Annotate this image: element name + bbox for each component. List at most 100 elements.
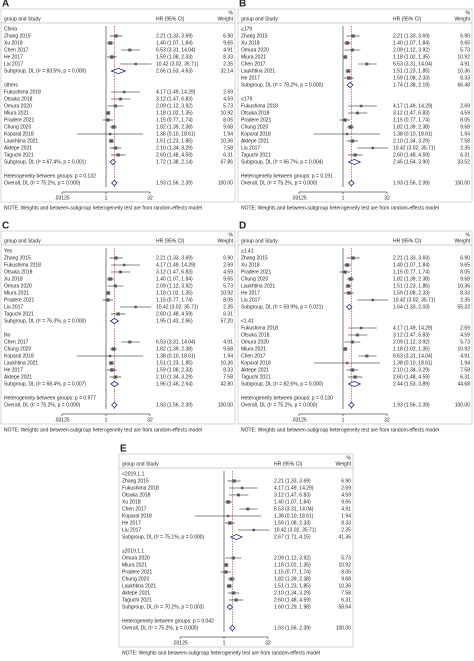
hr-label: 10.42 (3.02, 35.71) — [274, 527, 317, 533]
subgroup-diamond — [346, 303, 353, 311]
study-label: Otsuka 2018 — [122, 492, 151, 498]
x-tick-label: 1 — [223, 640, 226, 646]
hr-label: 2.60 (1.48, 4.59) — [393, 152, 430, 158]
study-label: Koparal 2018 — [122, 513, 152, 519]
study-label: Miura 2021 — [4, 110, 29, 116]
weight-label: 9.65 — [341, 499, 351, 505]
study-label: Miura 2021 — [4, 290, 29, 296]
hr-label: 2.10 (1.34, 3.29) — [393, 138, 430, 144]
study-label: Koparal 2018 — [241, 131, 271, 137]
hr-label: 2.60 (1.48, 4.59) — [156, 311, 193, 317]
study-label: Xu 2018 — [241, 40, 260, 46]
study-label: Otsuka 2018 — [4, 96, 33, 102]
point-estimate — [114, 105, 116, 107]
study-label: He 2017 — [241, 75, 260, 81]
study-label: Miura 2021 — [241, 54, 266, 60]
weight-label: 2.69 — [460, 103, 470, 109]
hr-label: 4.17 (1.49, 14.29) — [393, 103, 433, 109]
study-label: Taguchi 2021 — [122, 597, 152, 603]
point-estimate — [348, 292, 350, 294]
hr-label: 4.17 (1.49, 14.29) — [156, 89, 196, 95]
hr-label: 2.09 (1.12, 3.92) — [156, 283, 193, 289]
weight-header: Weight — [218, 16, 234, 22]
hr-label: 2.21 (1.33, 3.69) — [393, 33, 430, 39]
heterogeneity-label: Heterogeneity between groups: p = 0.042 — [122, 618, 214, 624]
hr-label: 6.53 (3.31, 14.04) — [393, 353, 433, 359]
study-header: group and Study — [241, 16, 278, 22]
point-estimate — [372, 147, 374, 149]
weight-label: 4.59 — [223, 96, 233, 102]
x-tick-label: 32 — [147, 195, 153, 201]
weight-label: 100.00 — [218, 180, 234, 186]
weight-label: 10.92 — [457, 346, 470, 352]
point-estimate — [109, 42, 111, 44]
point-estimate — [109, 355, 111, 357]
weight-label: 8.33 — [223, 54, 233, 60]
weight-label: 9.65 — [460, 40, 470, 46]
weight-label: 41.36 — [338, 534, 351, 540]
point-estimate — [117, 313, 119, 315]
weight-label: 4.59 — [341, 492, 351, 498]
weight-label: 4.59 — [460, 332, 470, 338]
weight-label: 1.94 — [223, 353, 233, 359]
weight-label: 8.05 — [460, 117, 470, 123]
study-header: group and Study — [4, 238, 41, 244]
study-label: Omura 2020 — [4, 103, 32, 109]
study-label: Omura 2020 — [122, 555, 150, 561]
weight-label: 55.32 — [457, 304, 470, 310]
study-label: Aktepe 2021 — [241, 138, 269, 144]
weight-label: 7.58 — [341, 590, 351, 596]
group-label: <2019.1.1 — [122, 471, 145, 477]
weight-label: 7.58 — [223, 374, 233, 380]
hr-label: 2.60 (1.48, 4.59) — [393, 374, 430, 380]
hr-label: 1.93 (1.56, 2.39) — [393, 402, 430, 408]
point-estimate — [366, 355, 368, 357]
weight-label: 32.14 — [220, 68, 233, 74]
x-tick-label: 32 — [147, 417, 153, 423]
hr-label: 1.18 (1.02, 1.35) — [274, 562, 311, 568]
hr-label: 2.09 (1.12, 3.92) — [393, 47, 430, 53]
hr-label: 1.40 (1.07, 1.84) — [393, 262, 430, 268]
point-estimate — [115, 257, 117, 259]
point-estimate — [351, 140, 354, 142]
hr-label: 1.59 (1.08, 2.33) — [156, 367, 193, 373]
hr-label: 2.44 (1.53, 3.89) — [393, 381, 430, 387]
study-label: Fukushima 2018 — [122, 485, 159, 491]
point-estimate — [366, 63, 368, 65]
study-label: Taguchi 2021 — [241, 152, 271, 158]
study-label: Xu 2018 — [122, 499, 141, 505]
study-label: Zhang 2015 — [4, 33, 31, 39]
group-label: No — [4, 332, 11, 338]
panel-frame — [0, 8, 236, 203]
overall-diamond — [229, 624, 236, 632]
hr-label: 2.67 (1.71, 4.15) — [274, 534, 311, 540]
weight-header-pct: % — [229, 232, 234, 238]
weight-label: 57.20 — [220, 318, 233, 324]
weight-label: 1.94 — [460, 360, 470, 366]
heterogeneity-label: Heterogeneity between groups: p = 0.132 — [4, 173, 96, 179]
weight-label: 6.90 — [341, 478, 351, 484]
x-tick-label: 32 — [265, 640, 271, 646]
weight-label: 10.92 — [457, 54, 470, 60]
hr-label: 3.12 (1.47, 6.83) — [393, 332, 430, 338]
point-estimate — [119, 98, 122, 100]
study-header: group and Study — [4, 16, 41, 22]
hr-label: 1.15 (0.77, 1.74) — [156, 297, 193, 303]
point-estimate — [356, 112, 359, 114]
subgroup-diamond — [109, 158, 117, 166]
hr-label: 1.59 (1.08, 2.33) — [393, 75, 430, 81]
overall-label: Overall, DL (I² = 75.2%, p = 0.000) — [241, 180, 318, 186]
hr-label: 1.18 (1.02, 1.35) — [156, 290, 193, 296]
weight-header-pct: % — [347, 455, 352, 461]
study-label: Koparal 2018 — [4, 353, 34, 359]
weight-header-pct: % — [466, 10, 471, 16]
study-label: Pradere 2021 — [4, 117, 35, 123]
hr-label: 1.38 (0.10, 18.61) — [156, 353, 196, 359]
point-estimate — [351, 341, 353, 343]
study-label: Laukhtina 2021 — [241, 283, 275, 289]
weight-label: 7.58 — [460, 138, 470, 144]
x-tick-label: .03125 — [54, 195, 70, 201]
hr-label: 2.10 (1.34, 3.29) — [393, 367, 430, 373]
note: NOTE: Weights and between-subgroup heter… — [4, 427, 202, 433]
